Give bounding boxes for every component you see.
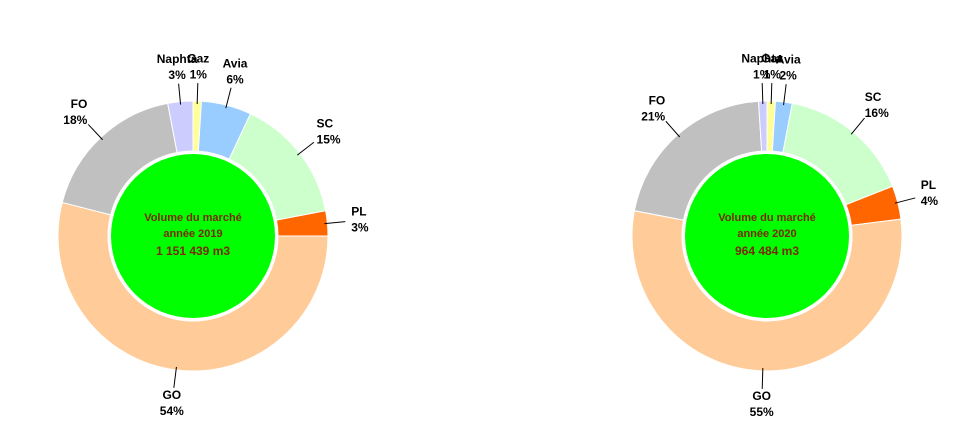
leader-line — [173, 366, 177, 388]
slice-value-label: 2% — [780, 69, 798, 83]
slice-label: FO — [649, 93, 666, 107]
slice-label: GO — [162, 388, 181, 402]
slice-label: PL — [351, 204, 366, 218]
slice-label: SC — [317, 117, 334, 131]
slice-label: Avia — [223, 56, 248, 70]
slice-label: Gaz — [761, 51, 783, 65]
center-text: Volume du marché — [718, 212, 816, 224]
center-text: Volume du marché — [144, 212, 242, 224]
leader-line — [87, 124, 104, 141]
slice-value-label: 1% — [764, 67, 782, 81]
slice-value-label: 3% — [351, 220, 369, 234]
slice — [757, 100, 768, 152]
slice-value-label: 1% — [190, 67, 208, 81]
slice-label: Naphta — [741, 51, 782, 65]
leader-line — [196, 83, 199, 105]
slice-label: SC — [865, 90, 882, 104]
leader-line — [665, 120, 681, 138]
slice-value-label: 6% — [226, 72, 244, 86]
slice-value-label: 55% — [750, 405, 774, 419]
slice-value-label: 15% — [317, 133, 341, 147]
slice-label: PL — [921, 178, 936, 192]
leader-line — [783, 84, 787, 106]
center-text: 964 484 m3 — [735, 244, 799, 258]
center-disc — [685, 154, 849, 318]
slice-value-label: 3% — [168, 68, 186, 82]
slice — [167, 100, 194, 154]
center-text: 1 151 439 m3 — [156, 244, 230, 258]
slice-label: GO — [752, 389, 771, 403]
center-disc — [111, 154, 275, 318]
slice-value-label: 54% — [160, 404, 184, 418]
slice-value-label: 4% — [921, 194, 939, 208]
leader-line — [178, 83, 182, 105]
slice-value-label: 1% — [753, 67, 771, 81]
slice — [631, 210, 903, 372]
slice-value-label: 21% — [641, 109, 665, 123]
leader-line — [296, 141, 315, 156]
leader-line — [324, 221, 346, 225]
leader-line — [770, 83, 773, 105]
leader-line — [850, 117, 865, 135]
slice-label: FO — [71, 97, 88, 111]
center-text: année 2019 — [163, 228, 222, 240]
slice-value-label: 18% — [63, 113, 87, 127]
slice-label: Naphta — [157, 52, 198, 66]
center-text: année 2020 — [737, 228, 796, 240]
leader-line — [225, 87, 232, 109]
slice-label: Gaz — [187, 51, 209, 65]
slice — [57, 201, 329, 372]
leader-line — [761, 83, 764, 105]
slice-label: Avia — [776, 53, 801, 67]
leader-line — [894, 197, 916, 204]
slice-value-label: 16% — [865, 106, 889, 120]
leader-line — [761, 367, 764, 389]
